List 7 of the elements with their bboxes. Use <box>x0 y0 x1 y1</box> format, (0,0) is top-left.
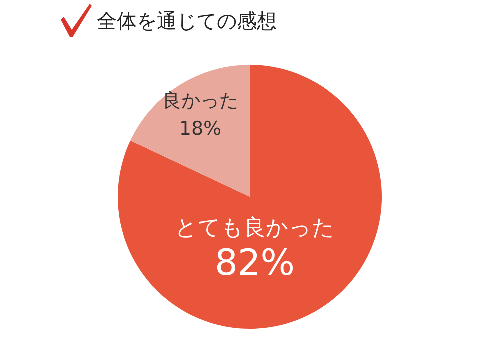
pie-slice <box>118 65 382 329</box>
chart-title: 全体を通じての感想 <box>97 9 277 33</box>
pie-slice <box>130 65 250 197</box>
slice-label: とても良かった <box>175 216 335 241</box>
data-label: 82% <box>214 243 296 284</box>
slice-label: 良かった <box>162 90 238 112</box>
data-label: 18% <box>179 118 222 140</box>
